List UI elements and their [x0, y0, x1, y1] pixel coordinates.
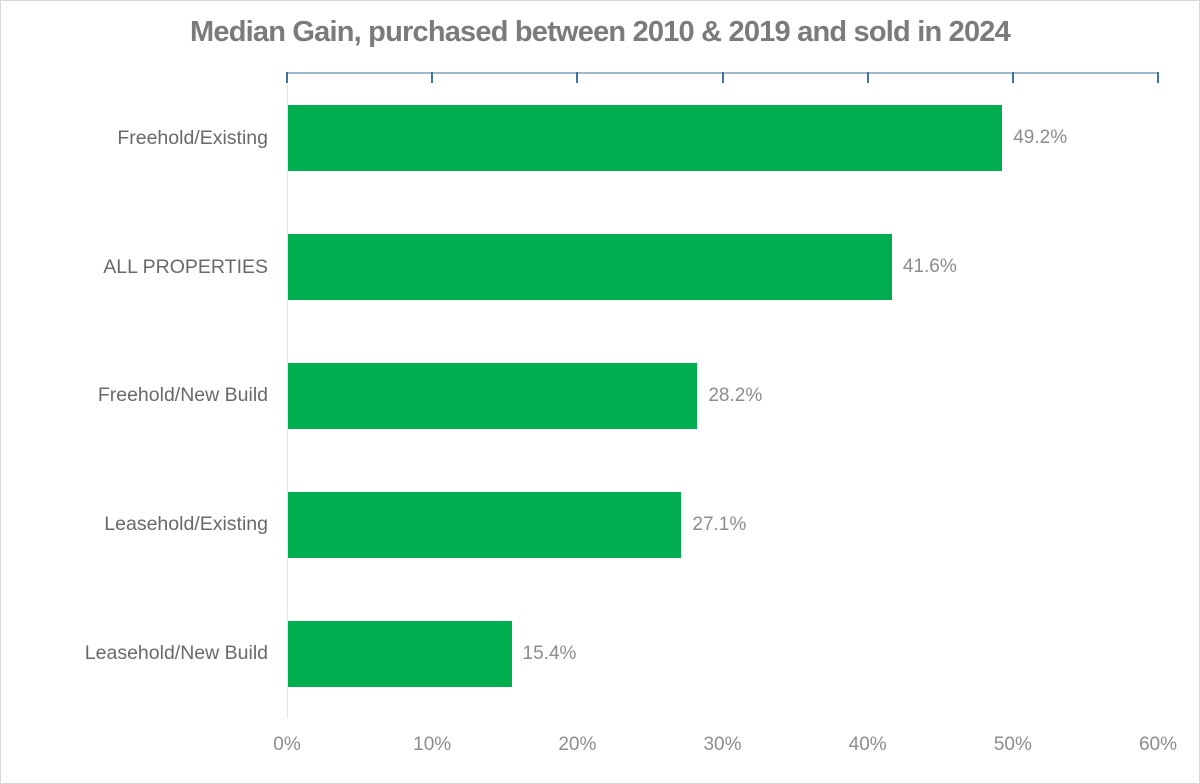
bar-track: 28.2% — [288, 362, 1159, 429]
bar — [288, 491, 682, 558]
x-axis-tick-label: 40% — [848, 734, 887, 755]
x-axis-tick-label: 20% — [558, 734, 597, 755]
bar-row: 15.4% — [287, 589, 1158, 718]
bar — [288, 234, 892, 301]
value-label: 27.1% — [692, 513, 747, 535]
bar — [288, 620, 512, 687]
x-axis-tick-label: 10% — [413, 734, 452, 755]
bar-row: 28.2% — [287, 332, 1158, 461]
x-axis-tick-label: 0% — [273, 734, 301, 755]
axis-tick-mark — [576, 72, 579, 83]
value-label: 49.2% — [1013, 127, 1068, 149]
baseline-gridline — [287, 74, 288, 718]
axis-tick-mark — [431, 72, 434, 83]
x-axis-tick-label: 50% — [993, 734, 1032, 755]
category-axis: Freehold/Existing ALL PROPERTIES Freehold/… — [0, 74, 268, 718]
bar-row: 27.1% — [287, 460, 1158, 589]
x-axis-tick-label: 30% — [703, 734, 742, 755]
value-label: 41.6% — [902, 256, 957, 278]
bar — [288, 105, 1003, 172]
value-label: 15.4% — [522, 642, 577, 664]
category-label: ALL PROPERTIES — [103, 255, 268, 278]
bar-track: 41.6% — [288, 234, 1159, 301]
bar-track: 27.1% — [288, 491, 1159, 558]
plot-area: 49.2% 41.6% 28.2% 27.1% 15.4% — [286, 72, 1159, 718]
category-label: Leasehold/New Build — [84, 642, 268, 665]
value-label: 28.2% — [708, 384, 763, 406]
bar-track: 15.4% — [288, 620, 1159, 687]
category-label: Freehold/New Build — [97, 384, 268, 407]
axis-tick-mark — [721, 72, 724, 83]
bar-rows: 49.2% 41.6% 28.2% 27.1% 15.4% — [287, 74, 1158, 718]
axis-tick-mark — [1157, 72, 1159, 83]
x-axis-labels: 0% 10% 20% 30% 40% 50% 60% — [273, 718, 1177, 778]
category-label: Freehold/Existing — [117, 126, 268, 149]
bar — [288, 362, 698, 429]
chart-title: Median Gain, purchased between 2010 & 20… — [190, 16, 1011, 48]
bar-row: 41.6% — [287, 203, 1158, 332]
axis-tick-mark — [866, 72, 869, 83]
bar-row: 49.2% — [287, 74, 1158, 203]
category-label: Leasehold/Existing — [104, 513, 268, 536]
axis-tick-mark — [286, 72, 288, 83]
axis-tick-mark — [1011, 72, 1014, 83]
x-axis-tick-label: 60% — [1138, 734, 1178, 755]
bar-track: 49.2% — [288, 105, 1159, 172]
